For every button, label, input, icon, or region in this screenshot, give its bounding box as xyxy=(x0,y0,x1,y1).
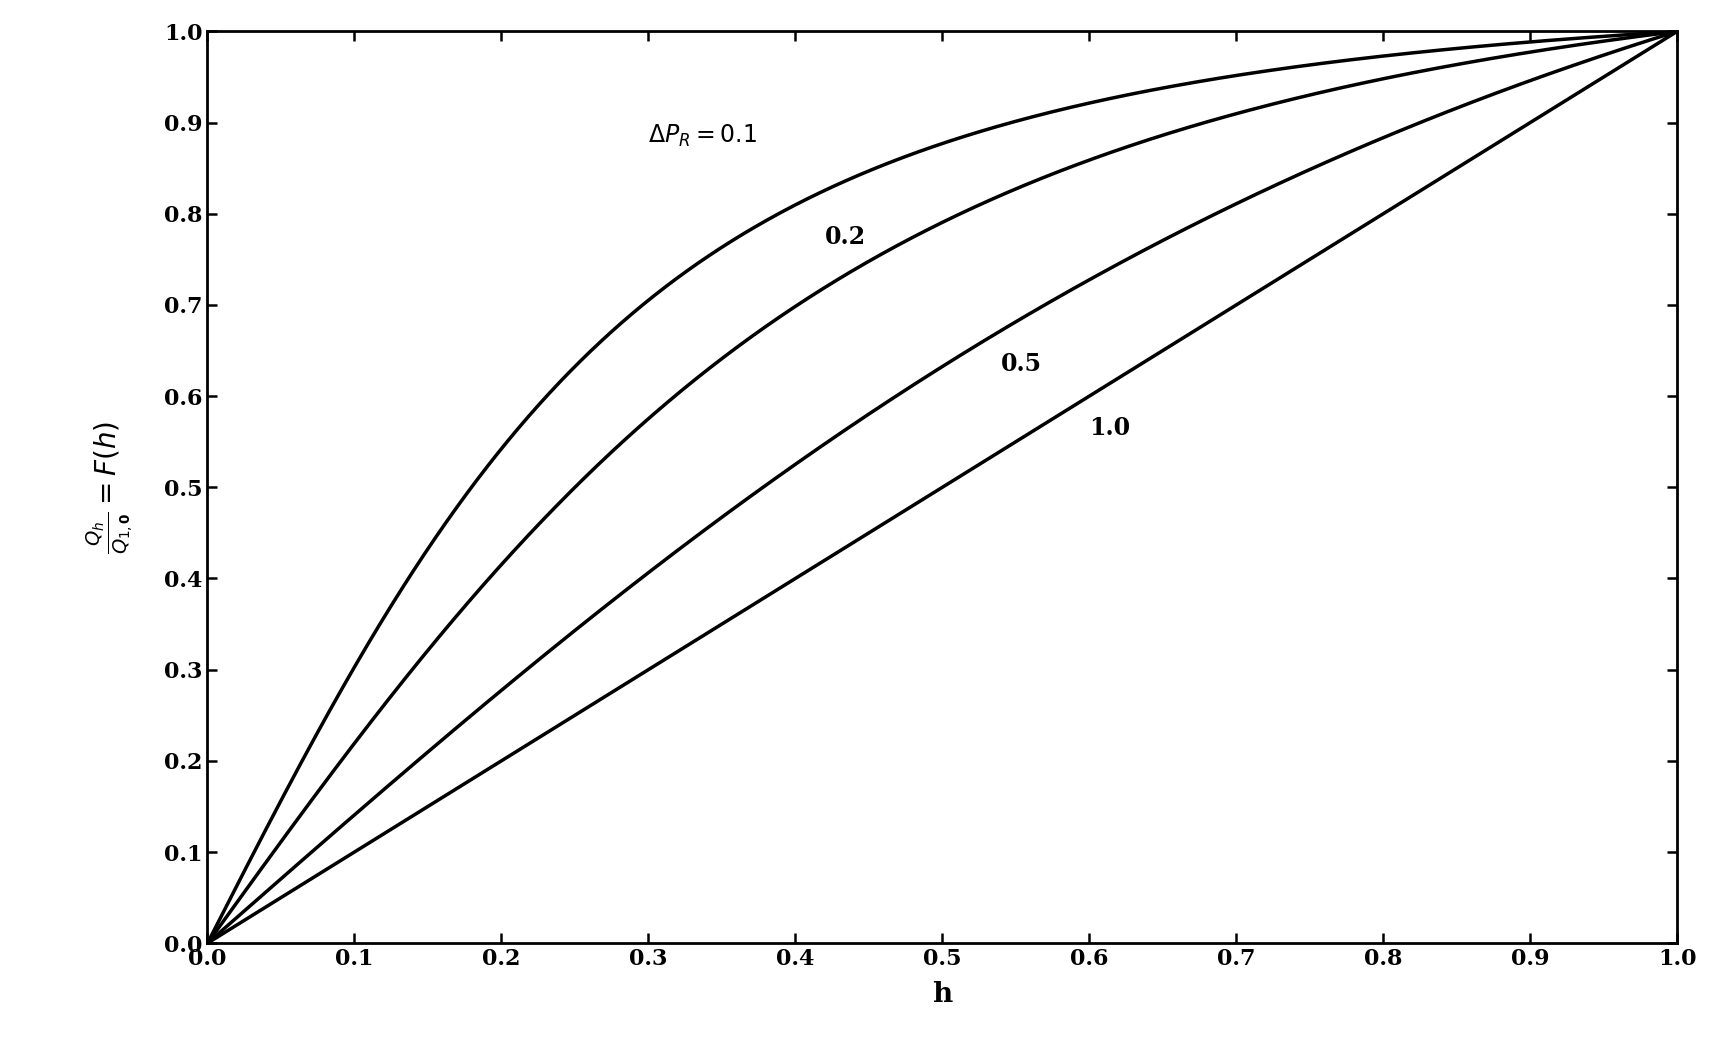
Text: 0.2: 0.2 xyxy=(825,224,866,248)
Y-axis label: $\mathit{\frac{Q_h}{Q_{1,\mathbf{0}}}=F\left(h\right)}$: $\mathit{\frac{Q_h}{Q_{1,\mathbf{0}}}=F\… xyxy=(85,420,137,554)
X-axis label: h: h xyxy=(932,981,953,1008)
Text: 1.0: 1.0 xyxy=(1089,416,1131,440)
Text: 0.5: 0.5 xyxy=(1001,352,1043,376)
Text: $\Delta P_R= 0.1$: $\Delta P_R= 0.1$ xyxy=(648,124,757,150)
